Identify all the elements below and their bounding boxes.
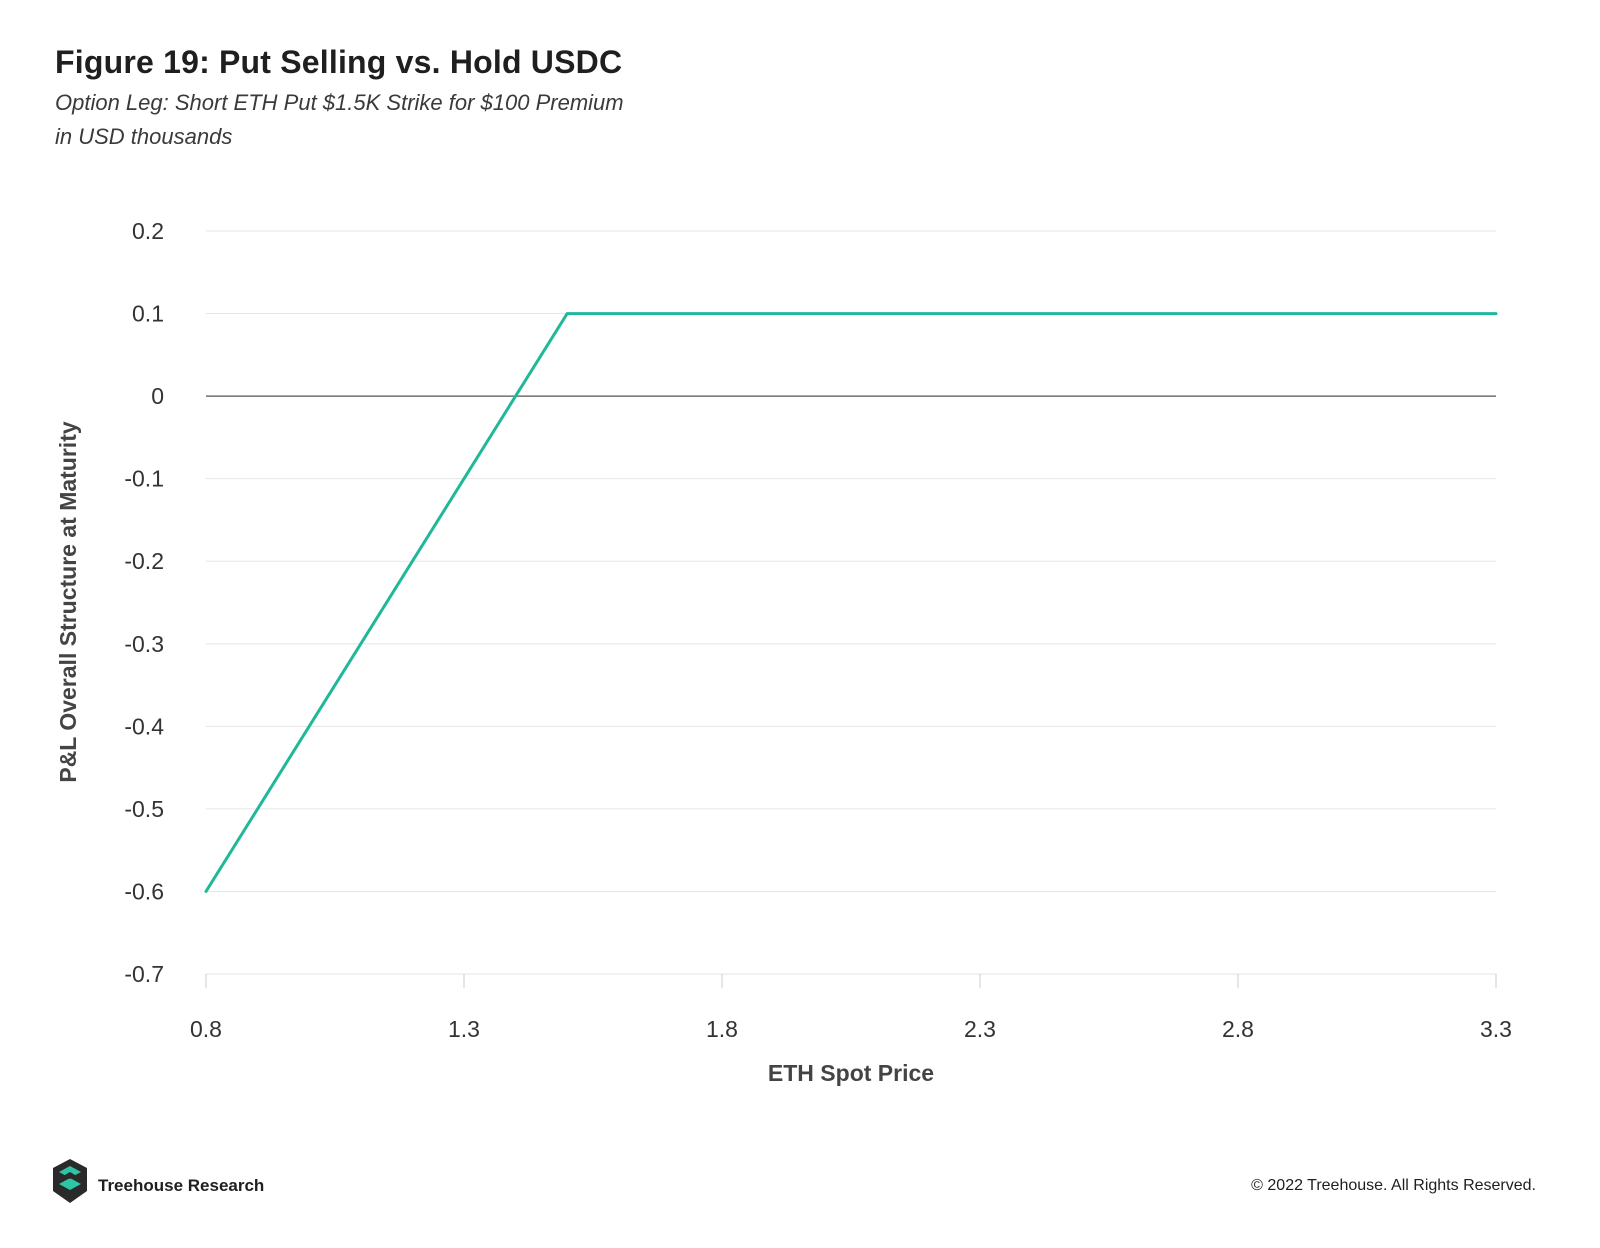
footer-brand: Treehouse Research — [98, 1176, 265, 1195]
x-tick-label: 3.3 — [1480, 1016, 1512, 1042]
y-axis-tick-labels: 0.2 0.1 0 -0.1 -0.2 -0.3 -0.4 -0.5 -0.6 -0.7 — [124, 218, 164, 987]
chart-title: Figure 19: Put Selling vs. Hold USDC — [55, 44, 623, 80]
y-tick-label: 0.1 — [132, 301, 164, 327]
x-tick-label: 2.8 — [1222, 1016, 1254, 1042]
y-tick-label: 0.2 — [132, 218, 164, 244]
gridlines — [206, 230, 1496, 975]
y-tick-label: -0.1 — [124, 466, 164, 492]
x-tick-label: 0.8 — [190, 1016, 222, 1042]
y-tick-label: -0.3 — [124, 631, 164, 657]
y-tick-label: -0.6 — [124, 878, 164, 904]
y-tick-label: -0.7 — [124, 961, 164, 987]
y-tick-label: 0 — [151, 383, 164, 409]
x-tick-label: 2.3 — [964, 1016, 996, 1042]
x-tick-label: 1.8 — [706, 1016, 738, 1042]
x-tick-label: 1.3 — [448, 1016, 480, 1042]
x-axis-label: ETH Spot Price — [768, 1060, 934, 1086]
y-tick-label: -0.4 — [124, 713, 164, 739]
y-tick-label: -0.5 — [124, 796, 164, 822]
chart-units-note: in USD thousands — [55, 124, 233, 149]
x-axis-tick-labels: 0.8 1.3 1.8 2.3 2.8 3.3 — [190, 1016, 1512, 1042]
footer-copyright: © 2022 Treehouse. All Rights Reserved. — [1251, 1177, 1536, 1194]
chart-subtitle: Option Leg: Short ETH Put $1.5K Strike f… — [55, 90, 624, 115]
y-tick-label: -0.2 — [124, 548, 164, 574]
x-axis — [205, 974, 1497, 988]
series-layer — [204, 312, 1498, 893]
y-axis-label: P&L Overall Structure at Maturity — [55, 421, 81, 782]
series-line — [204, 312, 1498, 893]
treehouse-logo-icon — [53, 1159, 87, 1203]
